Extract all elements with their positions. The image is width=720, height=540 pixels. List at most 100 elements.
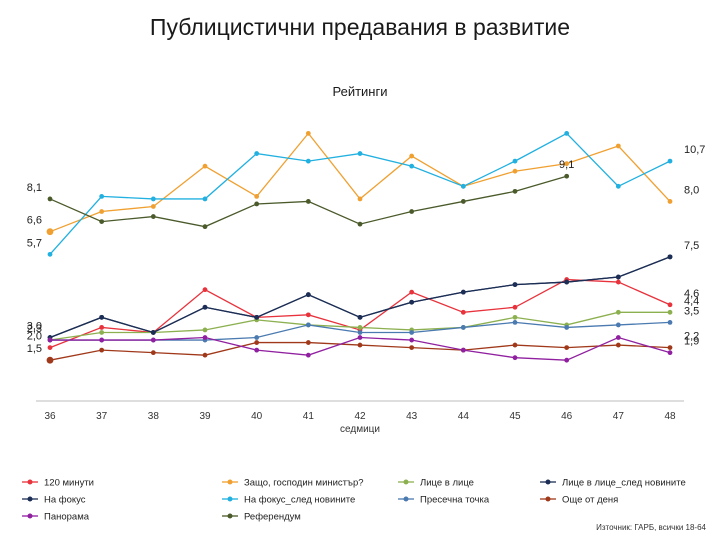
data-point xyxy=(150,204,156,209)
data-point xyxy=(99,347,105,353)
data-point xyxy=(202,196,208,202)
data-point xyxy=(254,335,260,340)
data-point xyxy=(512,342,518,348)
chart-subtitle: Рейтинги xyxy=(332,84,388,99)
data-label: 3,0 xyxy=(27,321,42,333)
data-point xyxy=(46,228,54,236)
data-point xyxy=(615,309,621,315)
data-point xyxy=(99,209,105,214)
data-point xyxy=(409,330,415,335)
x-tick-label: 47 xyxy=(613,411,625,422)
data-point xyxy=(305,292,311,298)
data-label: 7,5 xyxy=(684,240,699,252)
data-point xyxy=(409,345,415,350)
data-point xyxy=(99,219,105,225)
legend-marker xyxy=(27,513,33,519)
chart-title: Публицистични предавания в развитие xyxy=(149,14,571,40)
data-point xyxy=(615,183,621,189)
data-point xyxy=(615,279,621,285)
data-point xyxy=(564,161,570,167)
legend-marker xyxy=(227,513,233,519)
x-tick-label: 36 xyxy=(44,411,56,422)
x-tick-label: 41 xyxy=(303,411,315,422)
data-point xyxy=(564,279,570,285)
data-point xyxy=(305,322,311,328)
data-point xyxy=(202,352,208,358)
legend-label: Лице в лице xyxy=(420,478,474,489)
data-point xyxy=(512,188,518,194)
data-point xyxy=(512,355,518,361)
data-point xyxy=(409,209,415,214)
data-point xyxy=(357,330,363,335)
legend-marker xyxy=(545,496,551,502)
data-point xyxy=(202,287,208,293)
data-point xyxy=(99,314,105,320)
data-label: 4,6 xyxy=(684,288,699,300)
data-point xyxy=(615,322,621,328)
data-label: 8,0 xyxy=(684,184,699,196)
data-point xyxy=(512,314,518,320)
data-point xyxy=(254,347,260,353)
data-point xyxy=(564,131,570,136)
data-point xyxy=(254,194,260,199)
data-point xyxy=(254,340,260,345)
data-label: 2,2 xyxy=(684,331,699,343)
legend-label: Лице в лице_след новините xyxy=(562,478,686,489)
data-point xyxy=(564,357,570,363)
data-point xyxy=(667,345,673,350)
x-tick-label: 43 xyxy=(406,411,418,422)
data-point xyxy=(305,340,311,345)
data-label: 1,5 xyxy=(27,343,42,355)
legend-label: Защо, господин министър? xyxy=(244,478,364,489)
data-point xyxy=(460,325,466,330)
data-point xyxy=(357,196,363,202)
data-point xyxy=(512,320,518,325)
data-point xyxy=(305,312,311,318)
data-label: 10,7 xyxy=(684,144,705,156)
legend-label: Още от деня xyxy=(562,495,618,506)
x-tick-label: 39 xyxy=(199,411,211,422)
data-label: 2,3 xyxy=(27,323,42,335)
data-point xyxy=(667,302,673,308)
data-point xyxy=(615,342,621,348)
data-point xyxy=(667,199,673,204)
data-point xyxy=(202,224,208,230)
legend-label: На фокус_след новините xyxy=(244,495,355,506)
legend-marker xyxy=(403,479,409,485)
legend-marker xyxy=(227,479,233,485)
x-tick-label: 37 xyxy=(96,411,108,422)
data-point xyxy=(150,214,156,219)
data-point xyxy=(667,309,673,315)
data-point xyxy=(202,327,208,333)
data-point xyxy=(460,183,466,189)
data-point xyxy=(512,158,518,164)
x-tick-label: 46 xyxy=(561,411,573,422)
legend-label: Пресечна точка xyxy=(420,495,490,506)
data-point xyxy=(409,289,415,295)
data-point xyxy=(357,314,363,320)
data-point xyxy=(357,325,363,330)
x-tick-label: 38 xyxy=(148,411,160,422)
data-point xyxy=(47,251,53,257)
data-point xyxy=(202,163,208,169)
data-label: 5,7 xyxy=(27,237,42,249)
x-tick-label: 48 xyxy=(664,411,676,422)
data-point xyxy=(564,325,570,330)
data-point xyxy=(357,221,363,227)
data-point xyxy=(150,350,156,356)
legend-marker xyxy=(27,496,33,502)
data-point xyxy=(202,304,208,310)
legend-marker xyxy=(27,479,33,485)
data-point xyxy=(615,274,621,280)
data-point xyxy=(305,199,311,204)
data-point xyxy=(99,337,105,343)
data-point xyxy=(254,201,260,207)
data-point xyxy=(512,304,518,310)
data-point xyxy=(357,342,363,348)
data-label: 6,6 xyxy=(27,215,42,227)
data-point xyxy=(305,131,311,136)
data-point xyxy=(512,168,518,174)
legend-label: Референдум xyxy=(244,512,301,523)
data-point xyxy=(564,345,570,350)
